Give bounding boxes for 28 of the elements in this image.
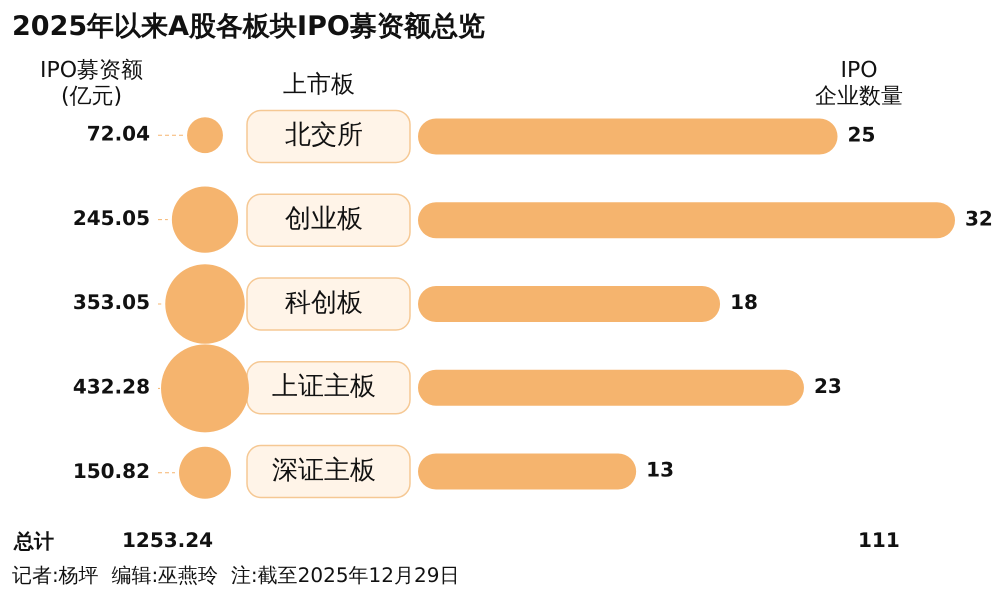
y-tick-label: 创业板: [285, 204, 363, 234]
text: 记者:杨坪 编辑:巫燕玲 注:截至2025年12月29日: [12, 562, 460, 589]
data-label: 13: [646, 458, 674, 482]
y-axis-title: 上市板: [283, 69, 355, 100]
data-label: 245.05: [72, 206, 150, 230]
data-label: 353.05: [72, 290, 150, 314]
text: 2025年以来A股各板块IPO募资额总览: [12, 10, 485, 44]
text: 总计: [14, 528, 54, 555]
bar: [418, 118, 838, 154]
data-label: 150.82: [72, 459, 150, 484]
data-label: 72.04: [86, 121, 150, 146]
y-tick-label: 上证主板: [272, 372, 376, 402]
data-label: 18: [730, 290, 758, 314]
data-label: 23: [814, 374, 842, 398]
text: IPO募资额(亿元): [40, 58, 144, 110]
y-tick-label: 深证主板: [272, 455, 376, 486]
data-label: 32: [965, 206, 993, 230]
y-tick-label: 科创板: [285, 288, 363, 318]
y-tick-label: 北交所: [285, 120, 363, 150]
bar: [418, 286, 720, 322]
x-axis-title: IPO 企业数量: [815, 58, 903, 110]
bar: [418, 202, 955, 238]
data-label: 25: [848, 122, 876, 147]
text: 1253.24: [122, 528, 214, 552]
bar: [418, 454, 636, 490]
bar: [418, 370, 804, 406]
text: 111: [858, 528, 900, 552]
data-label: 432.28: [72, 374, 150, 399]
